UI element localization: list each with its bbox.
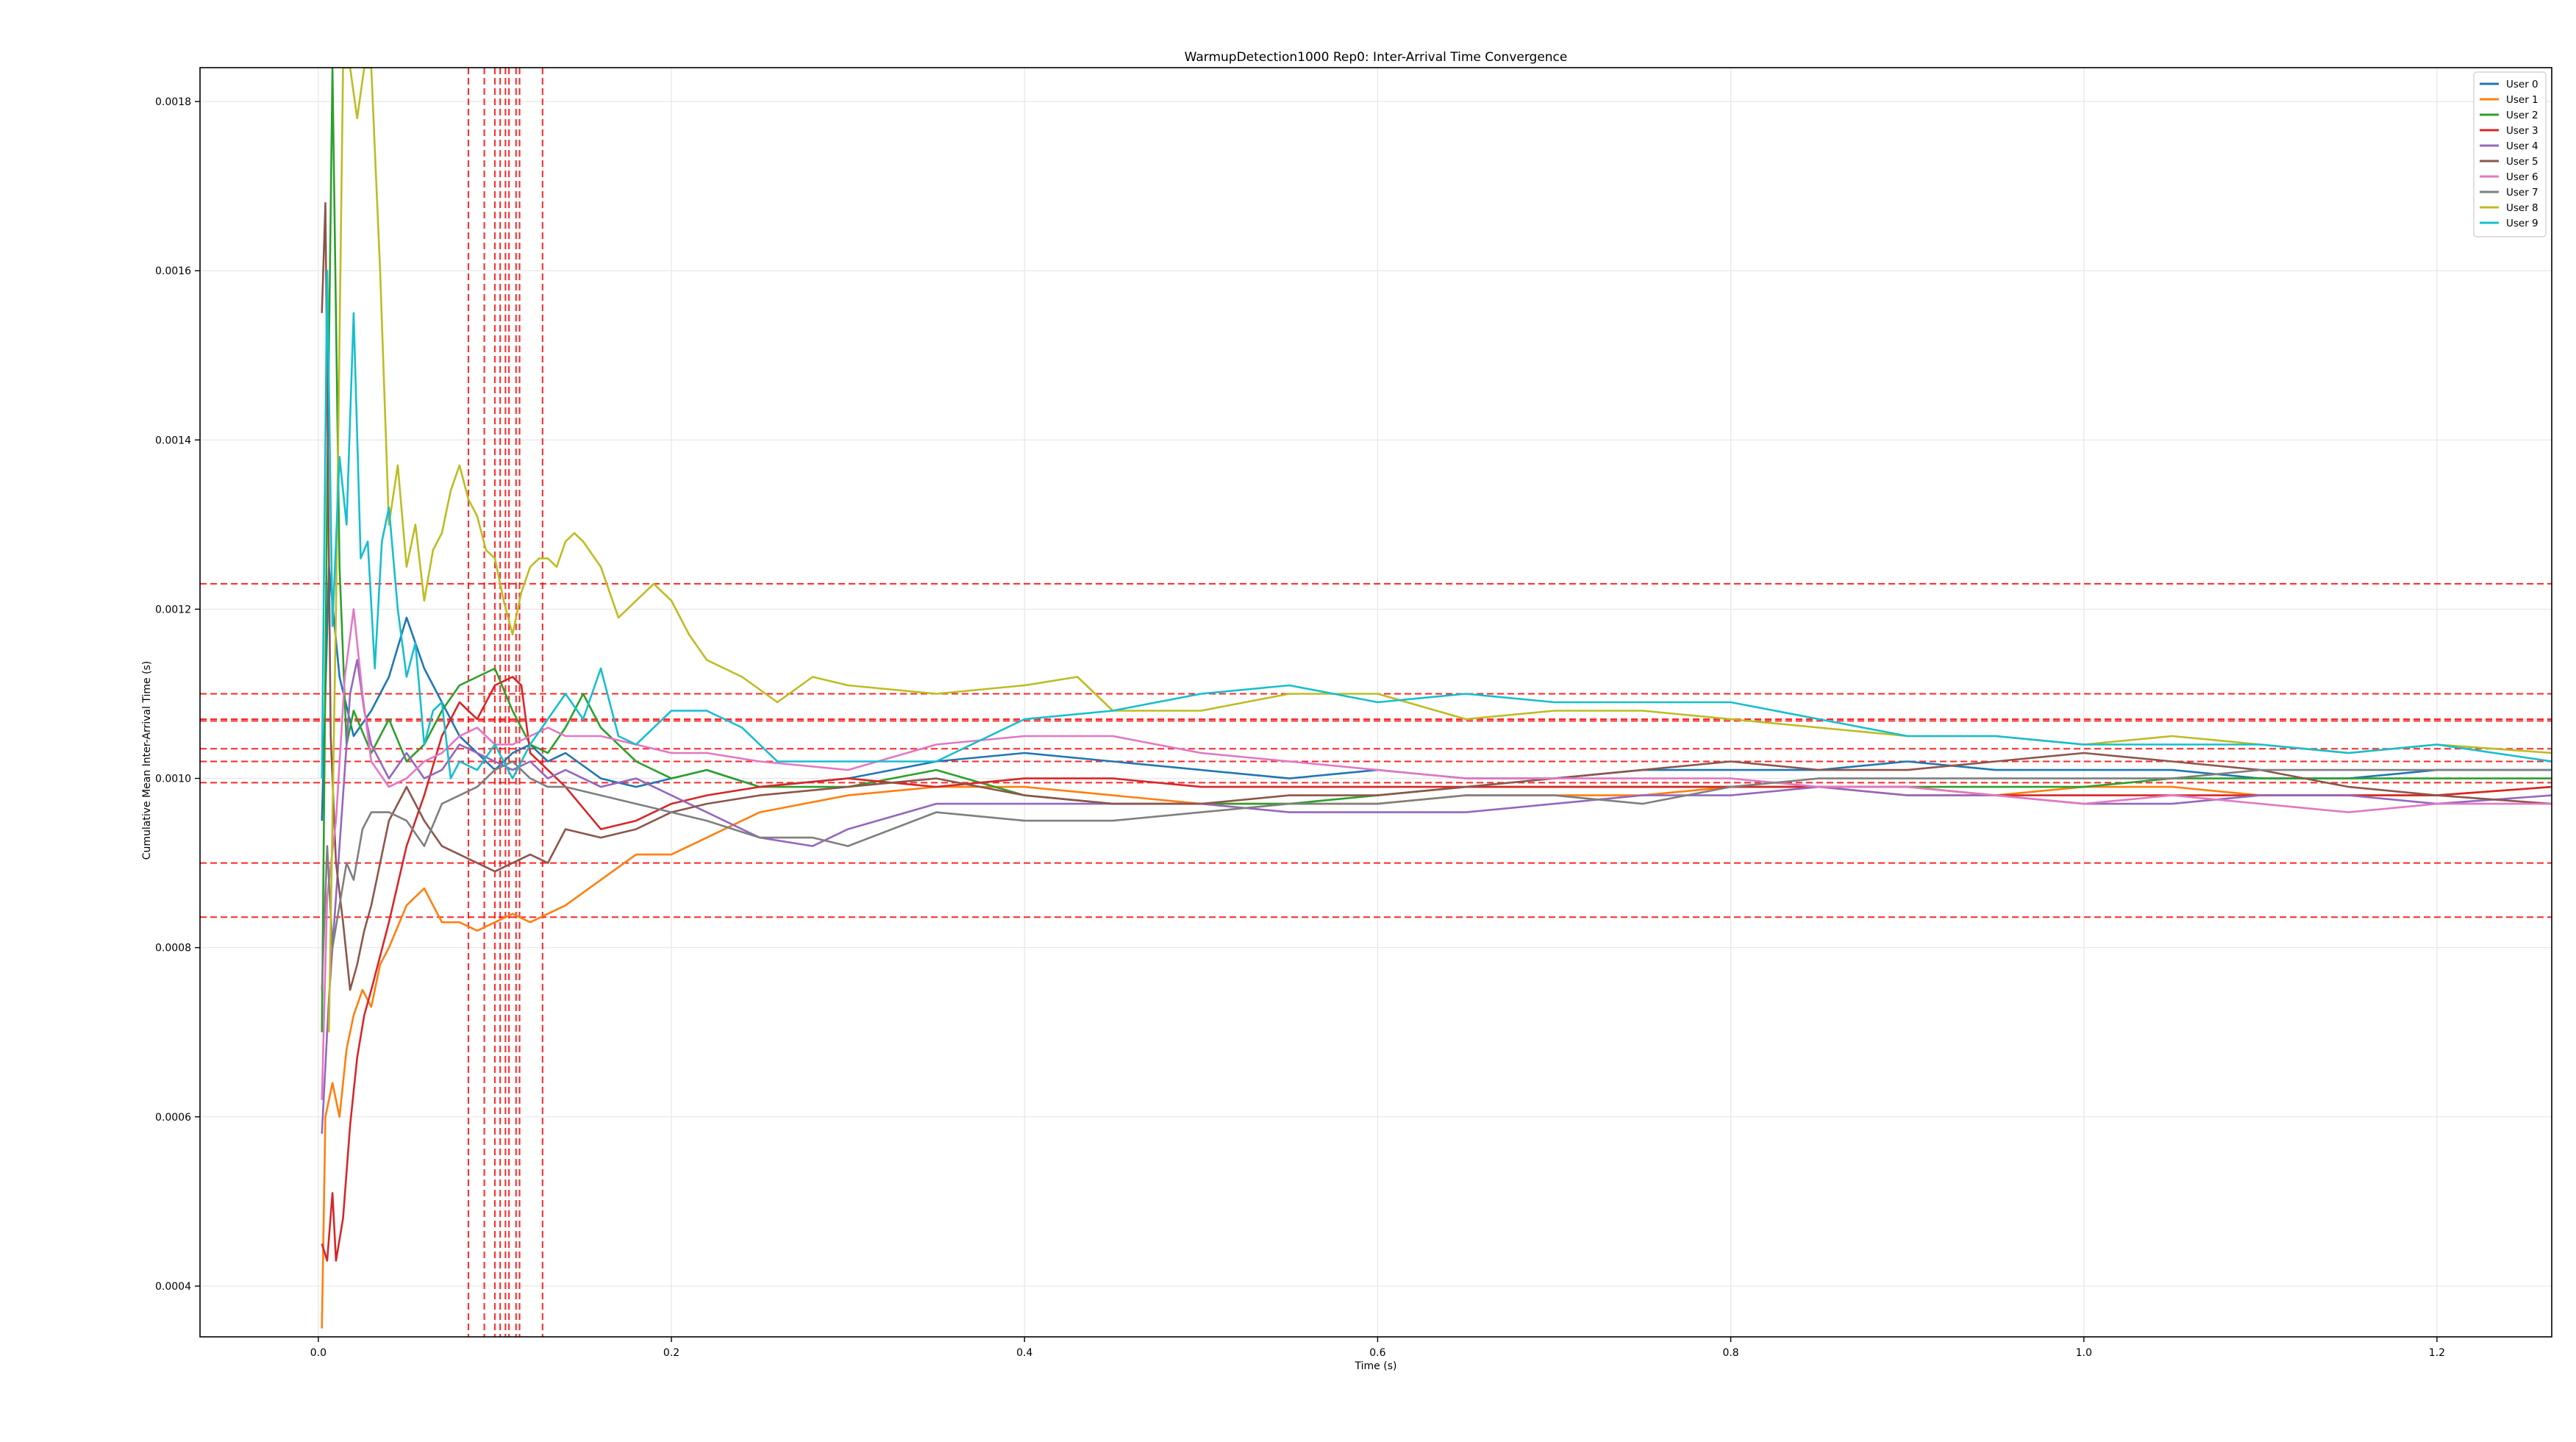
series-lines <box>321 68 2552 1329</box>
series-line-user-6 <box>321 608 2552 1100</box>
x-tick-label: 1.0 <box>2076 1347 2092 1359</box>
legend-label: User 8 <box>2506 202 2538 214</box>
legend-box <box>2473 71 2547 238</box>
x-tick-label: 0.4 <box>1016 1347 1032 1359</box>
legend-label: User 5 <box>2506 156 2538 168</box>
series-line-user-9 <box>321 269 2552 779</box>
y-tick-label: 0.0016 <box>155 265 191 277</box>
plot-frame <box>199 67 2552 1338</box>
x-tick-label: 0.2 <box>663 1347 679 1359</box>
y-tick-label: 0.0004 <box>155 1281 191 1293</box>
x-tick-label: 0.8 <box>1722 1347 1738 1359</box>
legend-label: User 9 <box>2506 218 2538 229</box>
legend-label: User 6 <box>2506 171 2538 183</box>
legend-label: User 0 <box>2506 79 2538 90</box>
y-tick-label: 0.0010 <box>155 774 191 785</box>
y-tick-label: 0.0008 <box>155 943 191 954</box>
series-line-user-8 <box>328 68 2552 1032</box>
series-line-user-4 <box>321 659 2552 1134</box>
x-tick-label: 0.0 <box>310 1347 327 1359</box>
y-tick-label: 0.0018 <box>155 96 191 108</box>
legend-label: User 4 <box>2506 140 2538 152</box>
series-line-user-7 <box>321 760 2552 991</box>
x-tick-label: 0.6 <box>1369 1347 1385 1359</box>
legend-label: User 2 <box>2506 110 2538 121</box>
legend-label: User 7 <box>2506 187 2538 199</box>
x-axis-label: Time (s) <box>1355 1360 1397 1372</box>
y-tick-label: 0.0006 <box>155 1112 191 1124</box>
chart-title: WarmupDetection1000 Rep0: Inter-Arrival … <box>1185 50 1568 65</box>
legend-label: User 3 <box>2506 125 2538 137</box>
legend: User 0 User 1 User 2 User 3 User 4 User 5 User… <box>2473 71 2547 238</box>
y-tick-label: 0.0012 <box>155 604 191 615</box>
axis-ticks: 0.0 0.2 0.4 0.6 0.8 1.0 1.2 0.0004 0.0006 0.0008 0… <box>155 96 2445 1359</box>
y-axis-label: Cumulative Mean Inter-Arrival Time (s) <box>141 661 153 860</box>
y-tick-label: 0.0014 <box>155 435 191 446</box>
legend-label: User 1 <box>2506 94 2538 106</box>
x-tick-label: 1.2 <box>2429 1347 2445 1359</box>
